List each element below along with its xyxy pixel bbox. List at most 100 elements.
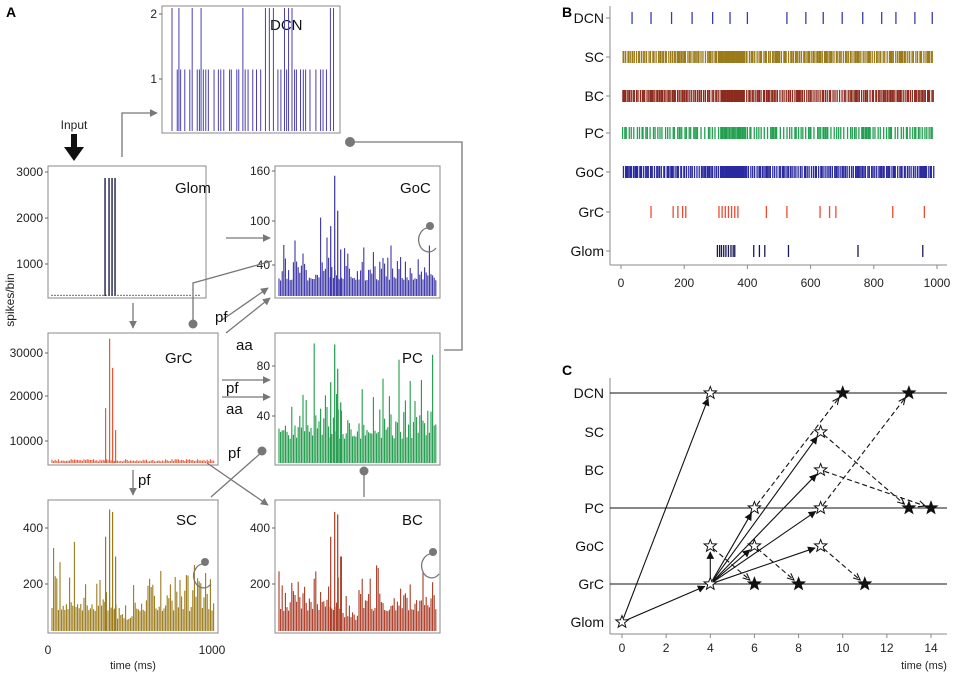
panel-a-goc-title: GoC: [400, 180, 431, 197]
panel-b-row-label: PC: [585, 125, 604, 141]
panel-a-grc-ytick: 30000: [10, 346, 44, 360]
panel-b-raster-goc: [622, 166, 935, 178]
panel-b-raster-sc: [622, 51, 933, 63]
panel-a-label-pf: pf: [215, 309, 228, 326]
panel-b-raster-pc: [621, 127, 933, 139]
panel-c-star-open: [813, 538, 829, 553]
panel-c-xtick: 2: [663, 641, 670, 655]
panel-b-raster-bc: [622, 90, 934, 102]
panel-c-row-label: Glom: [571, 614, 604, 630]
panel-a-dcn-ytick: 1: [150, 72, 157, 86]
panel-a-sc-bars: [51, 509, 215, 631]
panel-c: 0 2 4 6 8 10 12 14 time (ms) DCN SC BC PC GoC GrC Glom: [571, 378, 947, 672]
panel-b-xtick: 1000: [924, 276, 951, 290]
panel-c-row-label: DCN: [574, 385, 604, 401]
panel-b-raster-grc: [650, 206, 926, 218]
panel-c-arrow-solid: [712, 473, 818, 582]
panel-a-label-pf-3: pf: [138, 472, 151, 489]
panel-c-star-filled: [923, 500, 939, 515]
panel-c-xtick: 10: [836, 641, 850, 655]
panel-c-row-label: SC: [585, 424, 604, 440]
panel-a-goc-autapse-dot: [426, 222, 434, 230]
panel-a-sc-ytick: 400: [23, 521, 43, 535]
panel-b-xtick: 800: [864, 276, 884, 290]
panel-c-star-filled: [835, 385, 851, 400]
panel-c-xlabel: time (ms): [901, 660, 947, 672]
panel-a-bc-title: BC: [402, 512, 423, 529]
panel-c-arrow-solid: [622, 397, 710, 619]
panel-a-bc-bars: [278, 511, 437, 631]
panel-b-xtick: 200: [674, 276, 694, 290]
panel-c-star-filled: [901, 500, 917, 515]
panel-c-star-open: [614, 614, 630, 629]
panel-c-star-filled: [901, 385, 917, 400]
panel-b-raster-glom: [716, 245, 924, 257]
panel-c-row-label: GoC: [575, 538, 604, 554]
panel-c-xtick: 0: [619, 641, 626, 655]
panel-a-pc-ytick: 40: [257, 409, 271, 423]
panel-c-star-open: [813, 462, 829, 477]
panel-a-label-aa: aa: [236, 337, 253, 354]
panel-a-grc-frame: [47, 332, 219, 466]
panel-b-row-label: DCN: [574, 10, 604, 26]
panel-a-xtick: 0: [45, 643, 52, 657]
panel-c-xtick: 8: [795, 641, 802, 655]
panel-a-bc-autapse: [421, 553, 440, 579]
panel-a-goc-ytick: 40: [257, 258, 271, 272]
panel-a-pc-title: PC: [402, 350, 423, 367]
panel-c-star-open: [702, 576, 718, 591]
panel-a-input-arrow-head: [64, 147, 84, 161]
panel-a-pc-ytick: 80: [257, 359, 271, 373]
panel-a-glom-ytick: 1000: [16, 257, 43, 271]
panel-b-row-label: GoC: [575, 164, 604, 180]
panel-c-xtick: 14: [924, 641, 938, 655]
panel-c-star-filled: [857, 576, 873, 591]
panel-c-arrow-solid: [711, 512, 752, 581]
panel-c-star-open: [702, 385, 718, 400]
panel-a-input-arrow: [71, 134, 77, 148]
panel-a-goc-grc-dot: [188, 319, 198, 329]
panel-c-star-filled: [746, 576, 762, 591]
panel-a-label-pf-2: pf: [226, 380, 239, 397]
panel-c-arrow-dashed: [757, 548, 794, 580]
panel-c-arrow-solid: [712, 436, 818, 582]
panel-c-row-label: GrC: [578, 576, 604, 592]
panel-a-glom-frame: [47, 165, 207, 299]
panel-a-sc-pc-inhibition: [210, 451, 263, 498]
panel-a-pc-dcn-inhibition: [352, 141, 463, 351]
panel-a-arrow-glom-dcn: [121, 109, 158, 157]
panel-letter-b: B: [562, 4, 572, 20]
panel-a-bc-autapse-dot: [429, 548, 437, 556]
panel-letter-a: A: [6, 4, 16, 20]
panel-b: 0 200 400 600 800 1000 DCN SC BC PC GoC GrC Glom: [571, 6, 951, 290]
panel-c-arrow-dashed: [823, 434, 905, 504]
panel-a-label-aa-2: aa: [226, 401, 243, 418]
panel-a-dcn-bars: [171, 8, 335, 131]
panel-c-arrow-dashed: [712, 548, 750, 580]
panel-a-goc-ytick: 100: [250, 214, 270, 228]
panel-a-grc-title: GrC: [165, 350, 193, 367]
panel-c-star-open: [813, 500, 829, 515]
panel-a-xtick: 1000: [199, 643, 226, 657]
panel-c-arrow-dashed: [756, 398, 839, 506]
panel-a-dcn-ytick: 2: [150, 7, 157, 21]
panel-c-arrow-solid: [625, 585, 706, 621]
panel-a-grc-ytick: 20000: [10, 389, 44, 403]
panel-c-xtick: 12: [880, 641, 894, 655]
panel-b-row-label: BC: [585, 88, 604, 104]
panel-a-goc-autapse: [418, 227, 437, 253]
panel-a-arrow-grc-bc: [206, 462, 269, 506]
panel-c-row-label: PC: [585, 500, 604, 516]
panel-a-ylabel: spikes/bin: [3, 273, 17, 326]
panel-a-goc-grc-inhibition: [192, 260, 273, 322]
panel-a-pc-bars: [278, 343, 437, 463]
panel-b-raster-dcn: [631, 12, 933, 24]
panel-a-bc-ytick: 400: [250, 521, 270, 535]
panel-a-glom-ytick: 2000: [16, 211, 43, 225]
panel-b-row-label: GrC: [578, 204, 604, 220]
panel-c-arrow-dashed: [824, 470, 925, 506]
panel-a-glom-bars: [51, 178, 200, 296]
panel-a-sc-ytick: 200: [23, 577, 43, 591]
panel-c-star-open: [746, 500, 762, 515]
